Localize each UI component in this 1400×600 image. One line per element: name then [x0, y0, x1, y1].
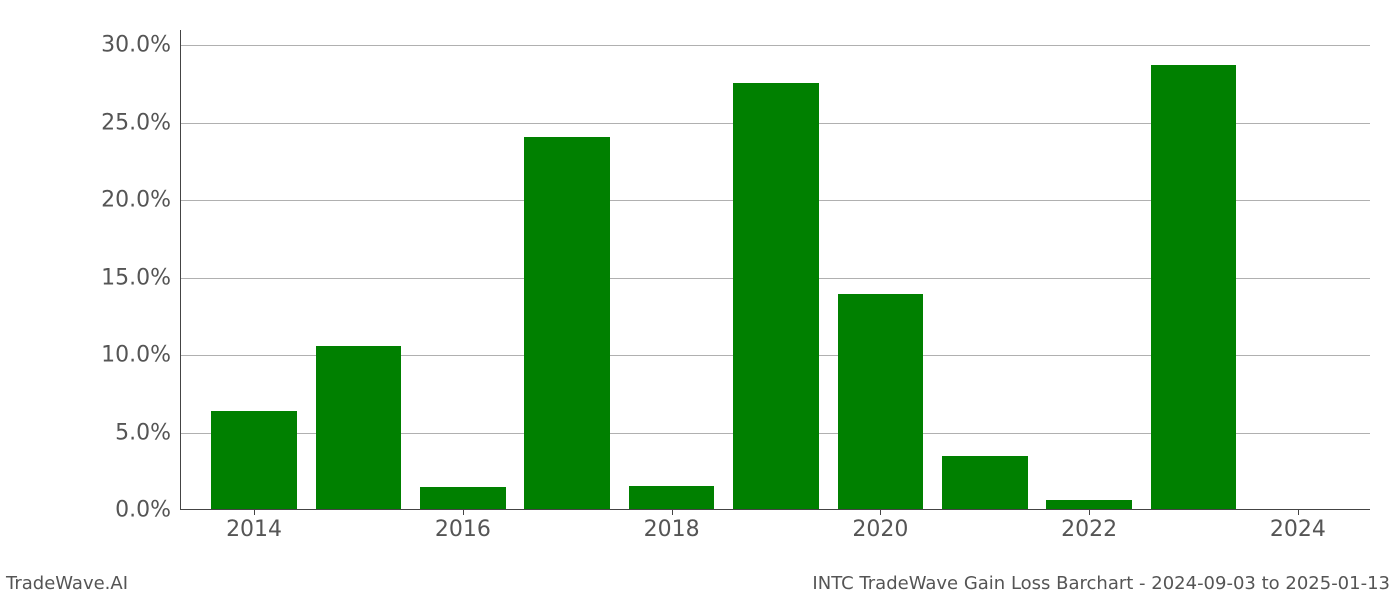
chart-container: 0.0% 5.0% 10.0% 15.0% 20.0% 25.0% 30.0% 2014 201…	[0, 0, 1400, 600]
y-tick-label: 0.0%	[115, 498, 181, 523]
bar	[838, 294, 924, 509]
y-tick-label: 5.0%	[115, 420, 181, 445]
y-tick-label: 20.0%	[101, 188, 181, 213]
footer-left: TradeWave.AI	[6, 573, 128, 594]
bar	[1046, 500, 1132, 509]
y-tick-label: 15.0%	[101, 265, 181, 290]
x-tick-label: 2016	[435, 509, 491, 542]
x-tick-label: 2020	[852, 509, 908, 542]
y-tick-label: 30.0%	[101, 33, 181, 58]
bar	[942, 456, 1028, 509]
bar	[733, 83, 819, 509]
x-tick-label: 2018	[644, 509, 700, 542]
bar	[524, 137, 610, 509]
bar	[629, 486, 715, 509]
y-gridline	[181, 45, 1370, 46]
bar	[316, 346, 402, 509]
y-tick-label: 10.0%	[101, 343, 181, 368]
x-tick-label: 2024	[1270, 509, 1326, 542]
bar	[211, 411, 297, 509]
footer-right: INTC TradeWave Gain Loss Barchart - 2024…	[812, 573, 1390, 594]
bar	[1151, 65, 1237, 509]
plot-area: 0.0%5.0%10.0%15.0%20.0%25.0%30.0%2014201…	[180, 30, 1370, 510]
x-tick-label: 2022	[1061, 509, 1117, 542]
bar	[420, 487, 506, 509]
x-tick-label: 2014	[226, 509, 282, 542]
y-tick-label: 25.0%	[101, 110, 181, 135]
